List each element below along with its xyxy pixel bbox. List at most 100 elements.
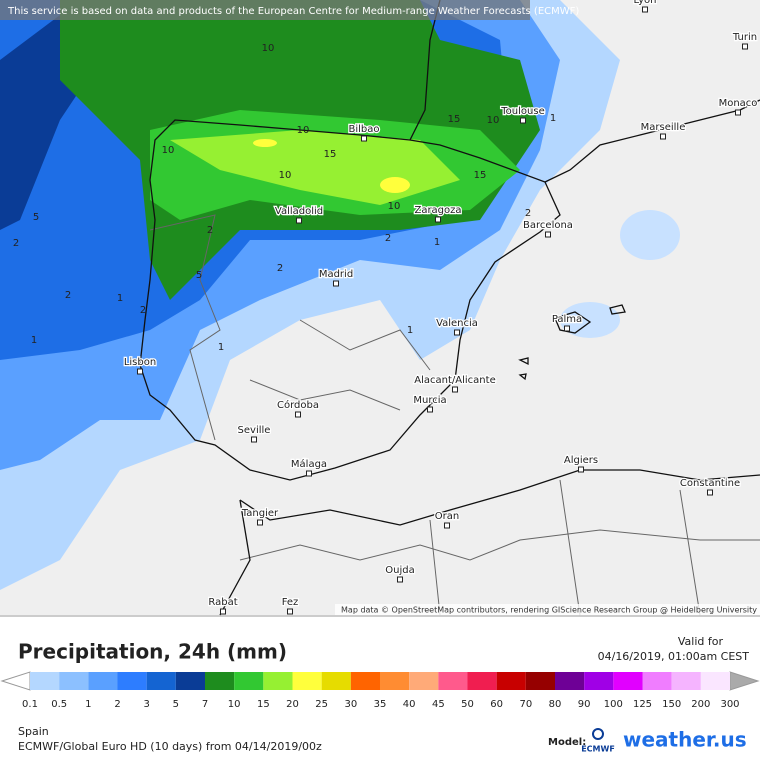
scale-cell: [409, 672, 439, 690]
city-marker: [735, 109, 741, 116]
scale-cell: [88, 672, 118, 690]
scale-tick-label: 5: [173, 699, 179, 710]
city-label: Seville: [238, 425, 271, 436]
valid-time: 04/16/2019, 01:00am CEST: [598, 650, 750, 663]
city-label: Murcia: [413, 395, 446, 406]
city-label: Monaco: [719, 98, 758, 109]
site-logo: weather.us: [623, 728, 747, 752]
city-marker: [397, 576, 403, 583]
city-marker: [333, 280, 339, 287]
scale-arrow-left: [0, 671, 31, 691]
city-label: Barcelona: [523, 220, 573, 231]
precip-area: [253, 139, 277, 147]
city-marker: [287, 608, 293, 615]
contour-label: 15: [474, 170, 487, 181]
city-label: Turin: [732, 32, 757, 43]
contour-label: 10: [162, 145, 175, 156]
scale-tick-label: 70: [519, 699, 532, 710]
city-label: Marseille: [641, 122, 686, 133]
scale-cell: [350, 672, 380, 690]
attribution-bar: [335, 604, 760, 615]
city-label: Oujda: [385, 565, 414, 576]
contour-label: 15: [448, 114, 461, 125]
contour-label: 2: [385, 233, 391, 244]
scale-tick-label: 100: [604, 699, 623, 710]
city-marker: [578, 466, 584, 473]
precip-area: [620, 210, 680, 260]
city-marker: [564, 325, 570, 332]
city-label: Algiers: [564, 455, 598, 466]
city-label: Lyon: [633, 0, 656, 6]
scale-cell: [467, 672, 497, 690]
scale-tick-label: 200: [691, 699, 710, 710]
contour-label: 1: [31, 335, 37, 346]
contour-label: 10: [388, 201, 401, 212]
contour-label: 2: [207, 225, 213, 236]
precip-area: [560, 302, 620, 338]
contour-label: 5: [33, 212, 39, 223]
scale-tick-label: 50: [461, 699, 474, 710]
scale-tick-label: 35: [374, 699, 387, 710]
borders: [149, 214, 760, 616]
scale-tick-label: 30: [344, 699, 357, 710]
ecmwf-icon: [592, 728, 604, 740]
contour-label: 2: [277, 263, 283, 274]
contour-label: 10: [279, 170, 292, 181]
city-marker: [296, 217, 302, 224]
scale-tick-label: 7: [202, 699, 208, 710]
scale-tick-label: 1: [85, 699, 91, 710]
scale-cell: [555, 672, 585, 690]
model-run: ECMWF/Global Euro HD (10 days) from 04/1…: [18, 740, 322, 753]
legend-title: Precipitation, 24h (mm): [18, 640, 287, 664]
city-marker: [660, 133, 666, 140]
valid-label: Valid for: [678, 635, 724, 648]
city-label: Córdoba: [277, 399, 319, 411]
color-scale: 0.1 0.5 1 2 3 5 7 10 15 20 25 30 35 40 45 50 60 70 80 90 100…: [0, 671, 760, 710]
city-marker: [545, 231, 551, 238]
city-marker: [707, 489, 713, 496]
precip-area: [0, 0, 140, 230]
city-label: Málaga: [291, 458, 327, 470]
scale-cell: [700, 672, 730, 690]
scale-tick-label: 15: [257, 699, 270, 710]
scale-cell: [59, 672, 89, 690]
scale-cell: [117, 672, 147, 690]
city-label: Valladolid: [275, 206, 323, 217]
scale-cell: [438, 672, 468, 690]
city-marker: [251, 436, 257, 443]
precip-area: [380, 177, 410, 193]
city-label: Lisbon: [124, 357, 156, 368]
scale-cell: [671, 672, 701, 690]
city-marker: [435, 216, 441, 223]
scale-cell: [205, 672, 235, 690]
city-label: Bilbao: [348, 124, 379, 135]
scale-cell: [263, 672, 293, 690]
scale-tick-label: 0.1: [22, 699, 38, 710]
contour-label: 1: [550, 113, 556, 124]
city-label: Oran: [435, 511, 459, 522]
scale-tick-label: 2: [114, 699, 120, 710]
scale-cell: [234, 672, 264, 690]
scale-cell: [642, 672, 672, 690]
city-label: Zaragoza: [414, 205, 461, 216]
city-marker: [742, 43, 748, 50]
scale-arrow-right: [729, 671, 760, 691]
city-label: Tangier: [241, 508, 279, 519]
attribution: Map data © OpenStreetMap contributors, r…: [341, 606, 757, 615]
scale-cell: [584, 672, 614, 690]
notice-bar: [0, 0, 530, 20]
city-marker: [444, 522, 450, 529]
city-marker: [642, 6, 648, 13]
scale-tick-label: 300: [720, 699, 739, 710]
ecmwf-logo: ECMWF: [581, 745, 615, 754]
contour-label: 2: [525, 208, 531, 219]
city-label: Rabat: [208, 597, 237, 608]
city-marker: [361, 135, 367, 142]
city-label: Constantine: [680, 478, 740, 489]
city-label: Palma: [552, 314, 582, 325]
scale-cell: [380, 672, 410, 690]
contour-label: 10: [297, 125, 310, 136]
scale-tick-label: 0.5: [51, 699, 67, 710]
